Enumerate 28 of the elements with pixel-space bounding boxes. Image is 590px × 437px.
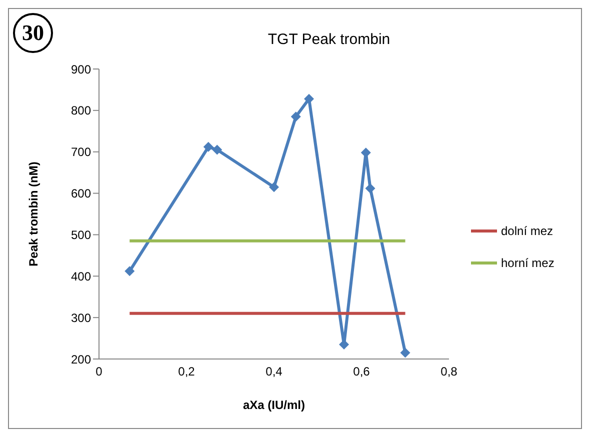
legend-label: horní mez [501, 256, 554, 270]
point [304, 94, 314, 104]
point [400, 348, 410, 358]
y-tick-label: 300 [70, 310, 92, 325]
legend-label: dolní mez [501, 224, 554, 238]
y-tick-label: 500 [70, 228, 92, 242]
x-tick-label: 0,2 [178, 364, 196, 379]
y-tick-label: 800 [70, 104, 92, 118]
point [203, 142, 214, 152]
y-tick-label: 700 [70, 145, 92, 160]
x-tick-label: 0,6 [353, 364, 370, 379]
point [290, 112, 301, 122]
point [339, 340, 349, 350]
x-axis-title: aXa (IU/ml) [242, 398, 306, 412]
chart-title: TGT Peak trombin [266, 31, 392, 48]
y-tick-label: 900 [70, 62, 92, 76]
point [365, 183, 376, 194]
x-tick-label: 0,8 [440, 364, 458, 379]
y-tick-label: 400 [70, 269, 92, 284]
point [269, 182, 279, 192]
circle-outline: 30 [13, 13, 53, 53]
x-tick-label: 0 [96, 364, 103, 379]
y-tick-label: 600 [70, 186, 92, 201]
point [212, 144, 222, 155]
x-tick-label: 0,4 [266, 364, 283, 379]
point [124, 266, 135, 276]
y-axis-title: Peak trombin (nM) [26, 162, 40, 266]
y-tick-label: 200 [70, 352, 92, 366]
